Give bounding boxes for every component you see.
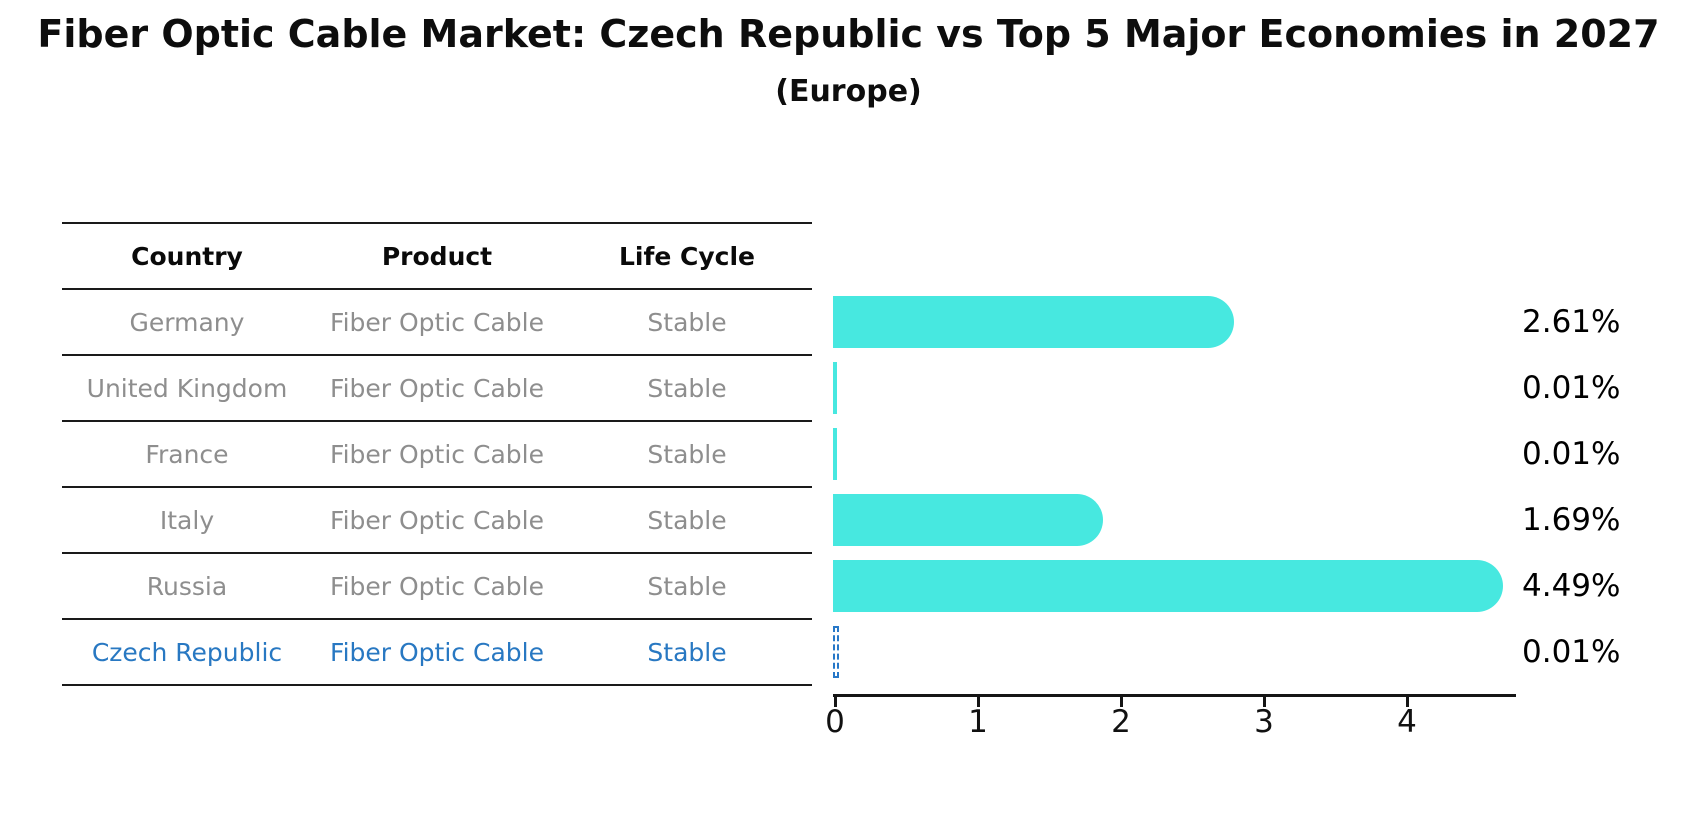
- table-row-france: France Fiber Optic Cable Stable: [62, 422, 812, 488]
- x-tick-2: [1120, 694, 1123, 707]
- value-label-czech-republic: 0.01%: [1522, 634, 1621, 670]
- lifecycle-cell: Stable: [647, 373, 727, 403]
- table-body: Germany Fiber Optic Cable Stable United Kin…: [62, 290, 812, 686]
- value-label-italy: 1.69%: [1522, 502, 1621, 538]
- country-cell: Czech Republic: [91, 637, 283, 667]
- x-tick-label-3: 3: [1254, 704, 1274, 740]
- product-cell: Fiber Optic Cable: [330, 571, 544, 601]
- bar-united-kingdom: [833, 362, 837, 414]
- bar-germany: [833, 296, 1234, 348]
- x-tick-0: [834, 694, 837, 707]
- x-tick-label-4: 4: [1397, 704, 1417, 740]
- bar-france: [833, 428, 837, 480]
- product-cell: Fiber Optic Cable: [330, 505, 544, 535]
- table-header-row: Country Product Life Cycle: [62, 224, 812, 290]
- bar-czech-republic: [833, 626, 839, 678]
- table-row-united-kingdom: United Kingdom Fiber Optic Cable Stable: [62, 356, 812, 422]
- value-label-germany: 2.61%: [1522, 304, 1621, 340]
- x-tick-1: [977, 694, 980, 707]
- product-cell: Fiber Optic Cable: [330, 307, 544, 337]
- table-row-czech-republic: Czech Republic Fiber Optic Cable Stable: [62, 620, 812, 686]
- product-cell: Fiber Optic Cable: [330, 637, 544, 667]
- value-label-france: 0.01%: [1522, 436, 1621, 472]
- country-header: Country: [131, 241, 243, 271]
- x-tick-4: [1406, 694, 1409, 707]
- value-label-united-kingdom: 0.01%: [1522, 370, 1621, 406]
- chart-title: Fiber Optic Cable Market: Czech Republic…: [37, 12, 1660, 56]
- product-cell: Fiber Optic Cable: [330, 439, 544, 469]
- x-tick-label-2: 2: [1111, 704, 1131, 740]
- table-row-italy: Italy Fiber Optic Cable Stable: [62, 488, 812, 554]
- table-row-germany: Germany Fiber Optic Cable Stable: [62, 290, 812, 356]
- bar-russia: [833, 560, 1503, 612]
- x-tick-label-0: 0: [825, 704, 845, 740]
- lifecycle-header: Life Cycle: [618, 241, 756, 271]
- country-cell: France: [145, 439, 229, 469]
- lifecycle-cell: Stable: [647, 637, 727, 667]
- x-tick-label-1: 1: [968, 704, 988, 740]
- country-cell: Italy: [159, 505, 215, 535]
- country-info-table: Country Product Life Cycle Germany Fiber Op…: [62, 222, 812, 686]
- lifecycle-cell: Stable: [647, 505, 727, 535]
- product-header: Product: [381, 241, 493, 271]
- country-cell: Russia: [146, 571, 228, 601]
- table-row-russia: Russia Fiber Optic Cable Stable: [62, 554, 812, 620]
- country-cell: Germany: [129, 307, 245, 337]
- x-axis-line: [833, 694, 1516, 697]
- chart-subtitle: (Europe): [775, 74, 922, 109]
- lifecycle-cell: Stable: [647, 307, 727, 337]
- bar-italy: [833, 494, 1103, 546]
- x-tick-3: [1263, 694, 1266, 707]
- value-label-russia: 4.49%: [1522, 568, 1621, 604]
- lifecycle-cell: Stable: [647, 571, 727, 601]
- product-cell: Fiber Optic Cable: [330, 373, 544, 403]
- country-cell: United Kingdom: [86, 373, 288, 403]
- lifecycle-cell: Stable: [647, 439, 727, 469]
